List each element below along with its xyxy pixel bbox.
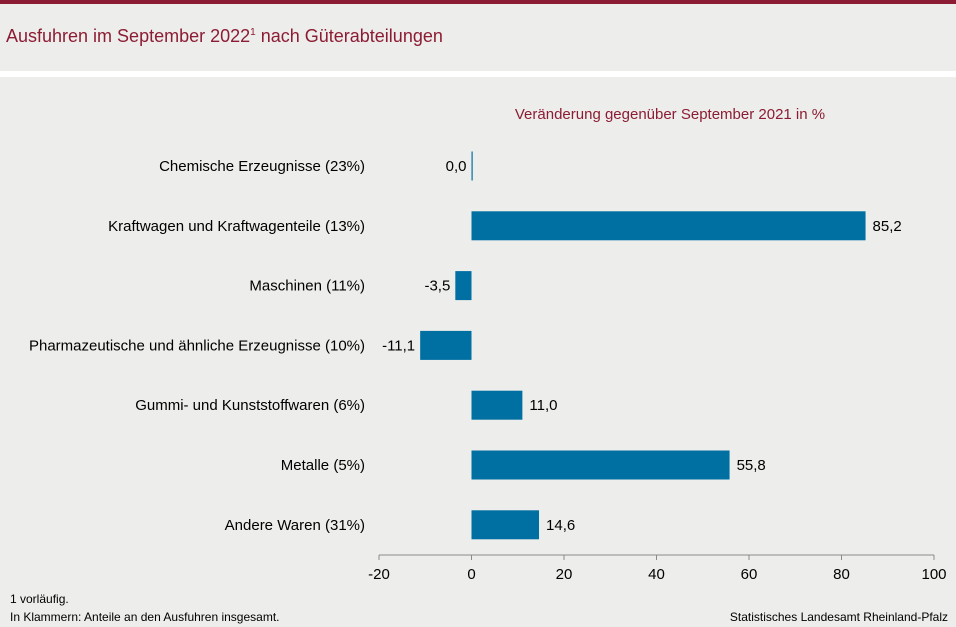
bar <box>471 390 523 420</box>
footnote-preliminary: 1 vorläufig. <box>10 592 69 606</box>
top-accent-line <box>0 0 956 4</box>
bar <box>471 211 866 241</box>
header-divider <box>0 71 956 77</box>
bar <box>420 330 472 360</box>
category-label: Chemische Erzeugnisse (23%) <box>159 158 365 175</box>
x-tick-label: 60 <box>741 566 758 583</box>
title-text: Ausfuhren im September 2022 <box>6 26 251 46</box>
data-label: 14,6 <box>546 517 575 534</box>
category-label: Metalle (5%) <box>281 457 365 474</box>
category-label: Pharmazeutische und ähnliche Erzeugnisse… <box>29 337 365 354</box>
data-label: -11,1 <box>382 337 415 354</box>
x-tick-label: 100 <box>921 566 946 583</box>
category-label: Kraftwagen und Kraftwagenteile (13%) <box>108 218 365 235</box>
data-label: -3,5 <box>424 278 450 295</box>
title-text-rest: nach Güterabteilungen <box>255 26 443 46</box>
chart-title: Ausfuhren im September 20221 nach Gütera… <box>6 26 443 47</box>
title-footnote-mark: 1 <box>250 27 256 38</box>
bar <box>455 271 472 301</box>
data-label: 0,0 <box>446 158 467 175</box>
bar <box>471 510 540 540</box>
x-tick-label: 40 <box>648 566 665 583</box>
chart-subtitle: Veränderung gegenüber September 2021 in … <box>514 106 826 123</box>
bar-chart: Chemische Erzeugnisse (23%) 0,0 Kraftwagen… <box>29 151 947 583</box>
data-label: 85,2 <box>873 218 902 235</box>
category-label: Andere Waren (31%) <box>225 517 365 534</box>
footnote-parentheses: In Klammern: Anteile an den Ausfuhren in… <box>10 610 280 624</box>
data-label: 55,8 <box>737 457 766 474</box>
bar <box>471 450 730 480</box>
category-label: Gummi- und Kunststoffwaren (6%) <box>135 397 365 414</box>
x-tick-label: 20 <box>556 566 573 583</box>
data-label: 11,0 <box>529 397 557 414</box>
bar <box>471 151 473 181</box>
x-tick-label: 0 <box>467 566 475 583</box>
x-tick-label: -20 <box>368 566 390 583</box>
source-label: Statistisches Landesamt Rheinland-Pfalz <box>729 610 948 624</box>
x-tick-label: 80 <box>833 566 850 583</box>
category-label: Maschinen (11%) <box>249 278 365 295</box>
